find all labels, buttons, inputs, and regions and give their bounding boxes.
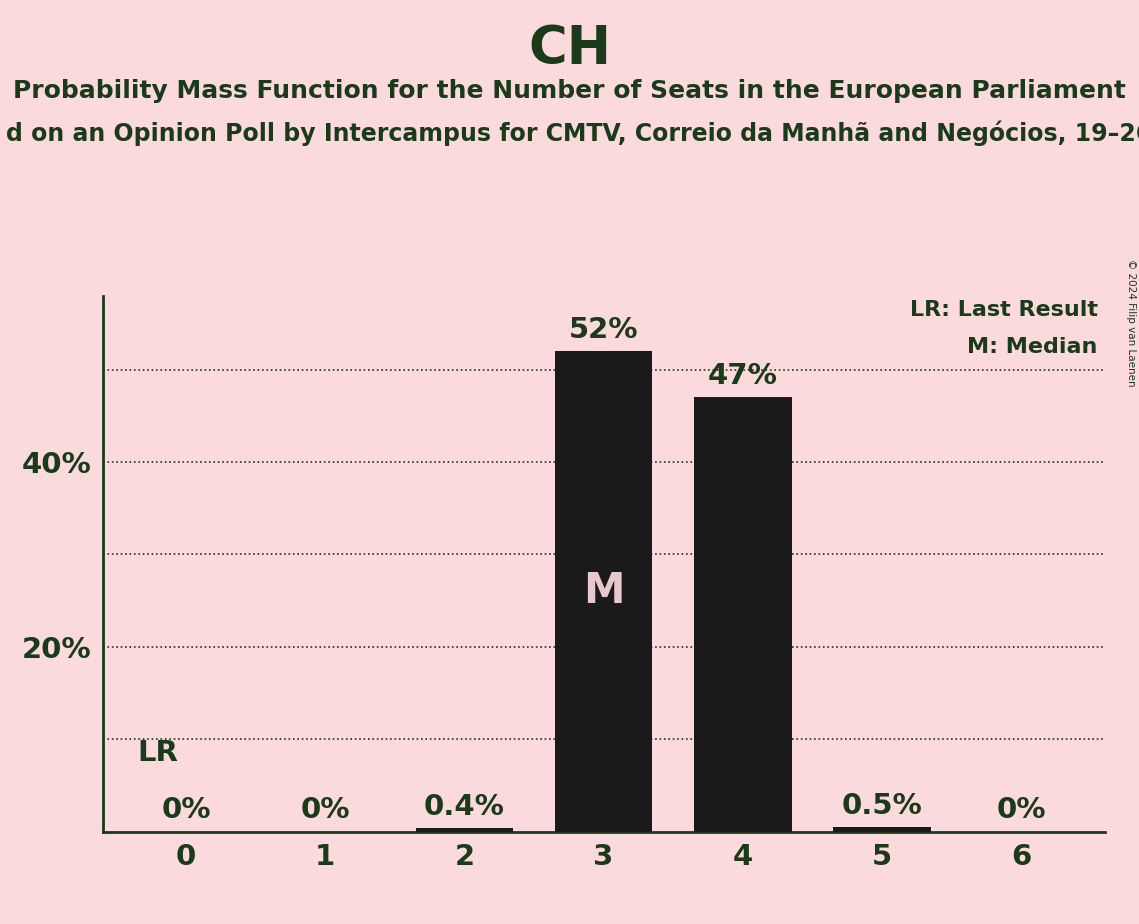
Text: LR: LR <box>138 739 178 767</box>
Bar <box>416 828 514 832</box>
Text: 0%: 0% <box>162 796 211 824</box>
Bar <box>834 827 931 832</box>
Text: 52%: 52% <box>568 316 639 344</box>
Text: LR: Last Result: LR: Last Result <box>910 300 1098 321</box>
Bar <box>555 351 653 832</box>
Text: d on an Opinion Poll by Intercampus for CMTV, Correio da Manhã and Negócios, 19–: d on an Opinion Poll by Intercampus for … <box>6 120 1139 146</box>
Text: Probability Mass Function for the Number of Seats in the European Parliament: Probability Mass Function for the Number… <box>13 79 1126 103</box>
Text: 0.4%: 0.4% <box>424 793 505 821</box>
Bar <box>694 397 792 832</box>
Text: 0.5%: 0.5% <box>842 792 923 820</box>
Text: M: Median: M: Median <box>967 337 1098 358</box>
Text: CH: CH <box>528 23 611 75</box>
Text: M: M <box>583 570 624 613</box>
Text: 47%: 47% <box>708 362 778 390</box>
Text: 0%: 0% <box>997 796 1046 824</box>
Text: © 2024 Filip van Laenen: © 2024 Filip van Laenen <box>1126 259 1136 386</box>
Text: 0%: 0% <box>301 796 350 824</box>
